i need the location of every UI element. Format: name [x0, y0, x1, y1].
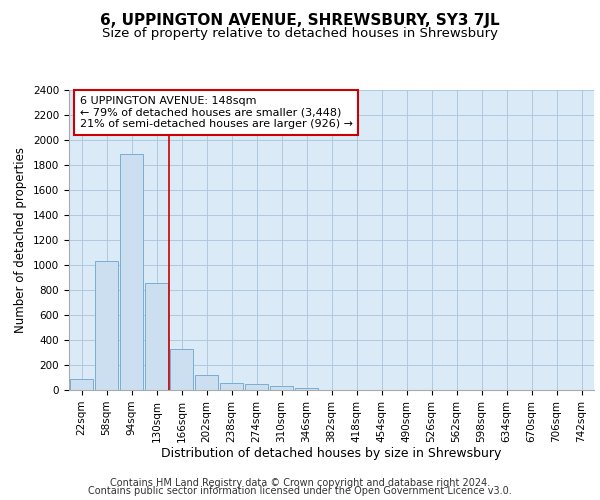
X-axis label: Distribution of detached houses by size in Shrewsbury: Distribution of detached houses by size …	[161, 448, 502, 460]
Bar	[270, 386, 293, 390]
Bar	[170, 350, 193, 390]
Bar	[95, 261, 118, 390]
Text: Contains public sector information licensed under the Open Government Licence v3: Contains public sector information licen…	[88, 486, 512, 496]
Text: 6 UPPINGTON AVENUE: 148sqm
← 79% of detached houses are smaller (3,448)
21% of s: 6 UPPINGTON AVENUE: 148sqm ← 79% of deta…	[79, 96, 353, 129]
Text: 6, UPPINGTON AVENUE, SHREWSBURY, SY3 7JL: 6, UPPINGTON AVENUE, SHREWSBURY, SY3 7JL	[100, 12, 500, 28]
Text: Size of property relative to detached houses in Shrewsbury: Size of property relative to detached ho…	[102, 28, 498, 40]
Bar	[295, 388, 318, 390]
Bar	[195, 375, 218, 390]
Bar	[145, 283, 168, 390]
Bar	[70, 380, 93, 390]
Bar	[245, 384, 268, 390]
Y-axis label: Number of detached properties: Number of detached properties	[14, 147, 28, 333]
Text: Contains HM Land Registry data © Crown copyright and database right 2024.: Contains HM Land Registry data © Crown c…	[110, 478, 490, 488]
Bar	[120, 154, 143, 390]
Bar	[220, 382, 243, 390]
